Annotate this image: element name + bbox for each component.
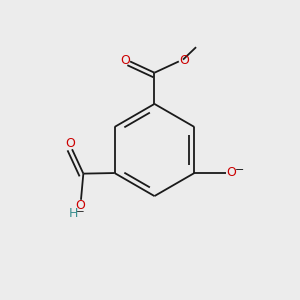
Text: −: − [76,207,85,217]
Text: O: O [75,199,85,212]
Text: O: O [120,54,130,67]
Text: O: O [65,137,75,150]
Text: −: − [235,165,244,176]
Text: O: O [226,166,236,179]
Text: H: H [69,207,79,220]
Text: O: O [179,54,189,67]
